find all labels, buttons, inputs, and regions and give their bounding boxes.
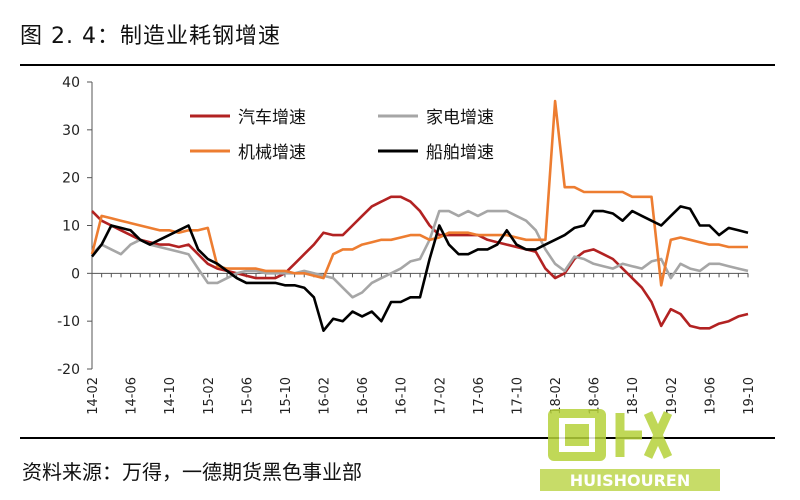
x-tick-label: 14-02 [86, 377, 101, 415]
series-line-appliance [91, 209, 749, 299]
y-tick-label: 20 [62, 171, 80, 187]
legend-label-machinery: 机械增速 [238, 143, 306, 163]
x-tick-label: 19-10 [742, 377, 757, 415]
x-tick-label: 15-10 [279, 377, 294, 415]
x-tick-label: 18-06 [588, 377, 603, 415]
legend-label-auto: 汽车增速 [238, 108, 306, 128]
x-tick-label: 16-02 [318, 377, 333, 415]
x-tick-label: 18-10 [626, 377, 641, 415]
bottom-rule [20, 437, 775, 439]
series-line-auto [91, 195, 749, 330]
series-line-ship [90, 205, 749, 333]
legend-label-appliance: 家电增速 [426, 108, 494, 128]
x-tick-label: 17-02 [433, 377, 448, 415]
source-note: 资料来源：万得，一德期货黑色事业部 [22, 460, 362, 484]
x-tick-label: 19-06 [703, 377, 718, 415]
y-tick-label: -20 [57, 362, 80, 378]
x-tick-label: 17-06 [472, 377, 487, 415]
x-tick-label: 17-10 [510, 377, 525, 415]
watermark-logo-box [548, 409, 606, 461]
x-tick-label: 14-10 [163, 377, 178, 415]
y-tick-label: -10 [57, 314, 80, 330]
x-tick-label: 14-06 [125, 377, 140, 415]
series-layer [90, 99, 749, 333]
y-tick-label: 0 [71, 266, 80, 282]
legend-label-ship: 船舶增速 [426, 143, 494, 163]
watermark-logo: HUISHOUREN [540, 409, 720, 491]
legend: 汽车增速 家电增速 机械增速 船舶增速 [190, 108, 494, 163]
watermark-brand-bar [540, 469, 720, 491]
x-tick-label: 18-02 [549, 377, 564, 415]
x-tick-label: 15-06 [240, 377, 255, 415]
watermark-logo-inner [559, 418, 595, 452]
y-tick-label: 30 [62, 123, 80, 139]
x-tick-label: 19-02 [665, 377, 680, 415]
y-tick-label: 40 [62, 75, 80, 91]
series-line-machinery [90, 99, 748, 287]
y-tick-label: 10 [62, 219, 80, 235]
watermark-logo-mark [615, 411, 673, 459]
top-rule [20, 64, 775, 66]
x-tick-label: 15-02 [202, 377, 217, 415]
watermark-brand-text: HUISHOUREN [570, 471, 690, 490]
x-tick-label: 16-06 [356, 377, 371, 415]
x-tick-label: 16-10 [395, 377, 410, 415]
chart-title: 图 2. 4：制造业耗钢增速 [20, 24, 281, 49]
